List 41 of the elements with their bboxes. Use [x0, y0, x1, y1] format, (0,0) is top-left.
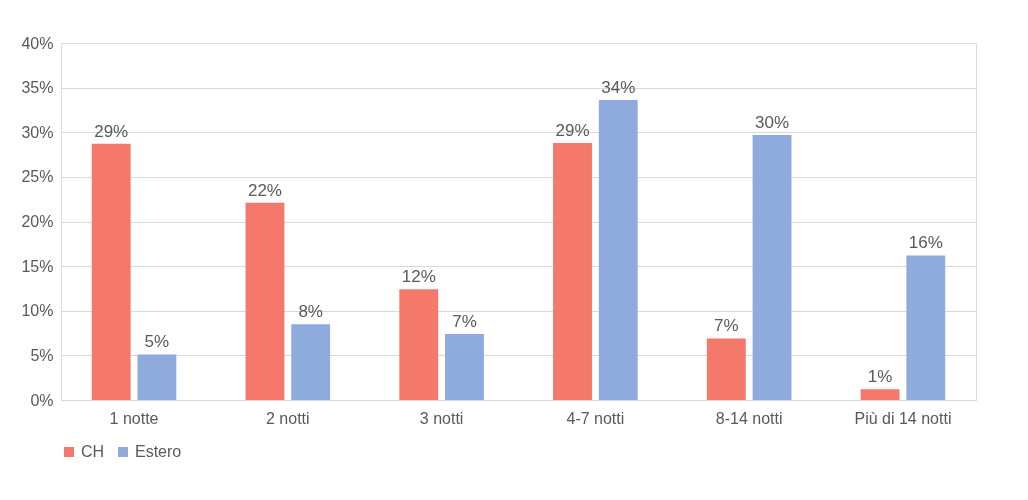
bar [598, 100, 638, 400]
data-label: 7% [452, 311, 477, 331]
bar [860, 389, 900, 400]
y-tick-label: 20% [21, 213, 54, 230]
y-tick-label: 15% [21, 257, 54, 275]
x-tick-label: Più di 14 notti [854, 409, 952, 427]
data-label: 29% [94, 121, 129, 141]
bar [553, 142, 592, 400]
legend-label: CH [81, 443, 105, 460]
bar [445, 333, 484, 400]
bar [399, 289, 439, 400]
y-tick-label: 0% [30, 391, 54, 409]
bar [91, 143, 131, 400]
data-label: 12% [401, 267, 436, 287]
bar [706, 338, 746, 400]
y-tick-label: 30% [21, 123, 54, 141]
legend-label: Estero [135, 443, 182, 460]
y-tick-label: 35% [21, 79, 54, 97]
y-tick-label: 25% [21, 168, 54, 186]
x-tick-label: 2 notti [266, 409, 310, 427]
data-label: 30% [755, 112, 790, 132]
y-tick-label: 10% [21, 302, 54, 320]
bar [752, 134, 792, 400]
y-tick-label: 40% [21, 34, 54, 52]
bar [906, 255, 946, 400]
x-tick-label: 1 notte [109, 409, 159, 427]
data-label: 16% [908, 233, 943, 253]
x-tick-label: 8-14 notti [715, 409, 783, 427]
data-label: 29% [555, 120, 590, 140]
data-label: 34% [601, 78, 636, 98]
bar [245, 202, 285, 400]
bar [291, 324, 331, 400]
data-label: 5% [144, 332, 170, 352]
y-tick-label: 5% [30, 346, 54, 364]
x-tick-label: 3 notti [419, 409, 464, 427]
data-label: 7% [714, 316, 739, 336]
data-label: 8% [298, 302, 323, 322]
data-label: 1% [867, 367, 893, 387]
x-tick-label: 4-7 notti [566, 409, 625, 427]
data-label: 22% [247, 180, 282, 200]
bar [137, 354, 177, 400]
